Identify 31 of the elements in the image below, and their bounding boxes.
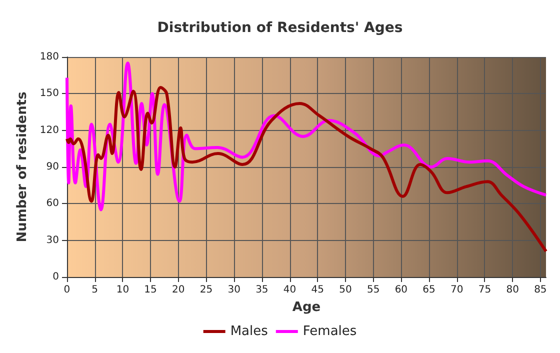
x-tick-label: 0 xyxy=(64,284,70,296)
y-tick-label: 180 xyxy=(40,52,59,62)
y-tick-label: 0 xyxy=(52,272,59,282)
legend-label: Males xyxy=(230,324,268,339)
x-tick-label: 35 xyxy=(256,284,268,296)
x-tick-label: 45 xyxy=(311,284,324,296)
x-tick-label: 30 xyxy=(228,284,240,296)
x-tick-label: 65 xyxy=(422,284,436,296)
chart-title: Distribution of Residents' Ages xyxy=(157,20,403,36)
x-tick-label: 60 xyxy=(394,284,408,296)
line-series xyxy=(65,86,548,253)
y-tick-label: 30 xyxy=(46,234,59,246)
x-axis-title: Age xyxy=(292,300,321,315)
x-tick-label: 15 xyxy=(144,284,157,296)
y-tick-label: 90 xyxy=(46,162,59,172)
x-tick-label: 40 xyxy=(283,284,296,296)
y-tick-label: 60 xyxy=(46,198,59,210)
x-tick-label: 70 xyxy=(450,284,464,296)
x-tick-label: 5 xyxy=(92,284,98,296)
x-tick-label: 20 xyxy=(172,284,185,296)
x-tick-label: 55 xyxy=(366,284,380,296)
x-tick-label: 80 xyxy=(506,284,519,296)
y-axis-title: Number of residents xyxy=(15,91,30,242)
y-tick-label: 120 xyxy=(40,124,59,136)
y-tick-label: 150 xyxy=(40,88,59,100)
x-tick-label: 50 xyxy=(339,284,352,296)
x-tick-label: 25 xyxy=(200,284,213,296)
x-tick-label: 75 xyxy=(478,284,492,296)
x-tick-label: 10 xyxy=(116,284,130,296)
legend-label: Females xyxy=(302,324,357,339)
x-tick-label: 85 xyxy=(534,284,547,296)
